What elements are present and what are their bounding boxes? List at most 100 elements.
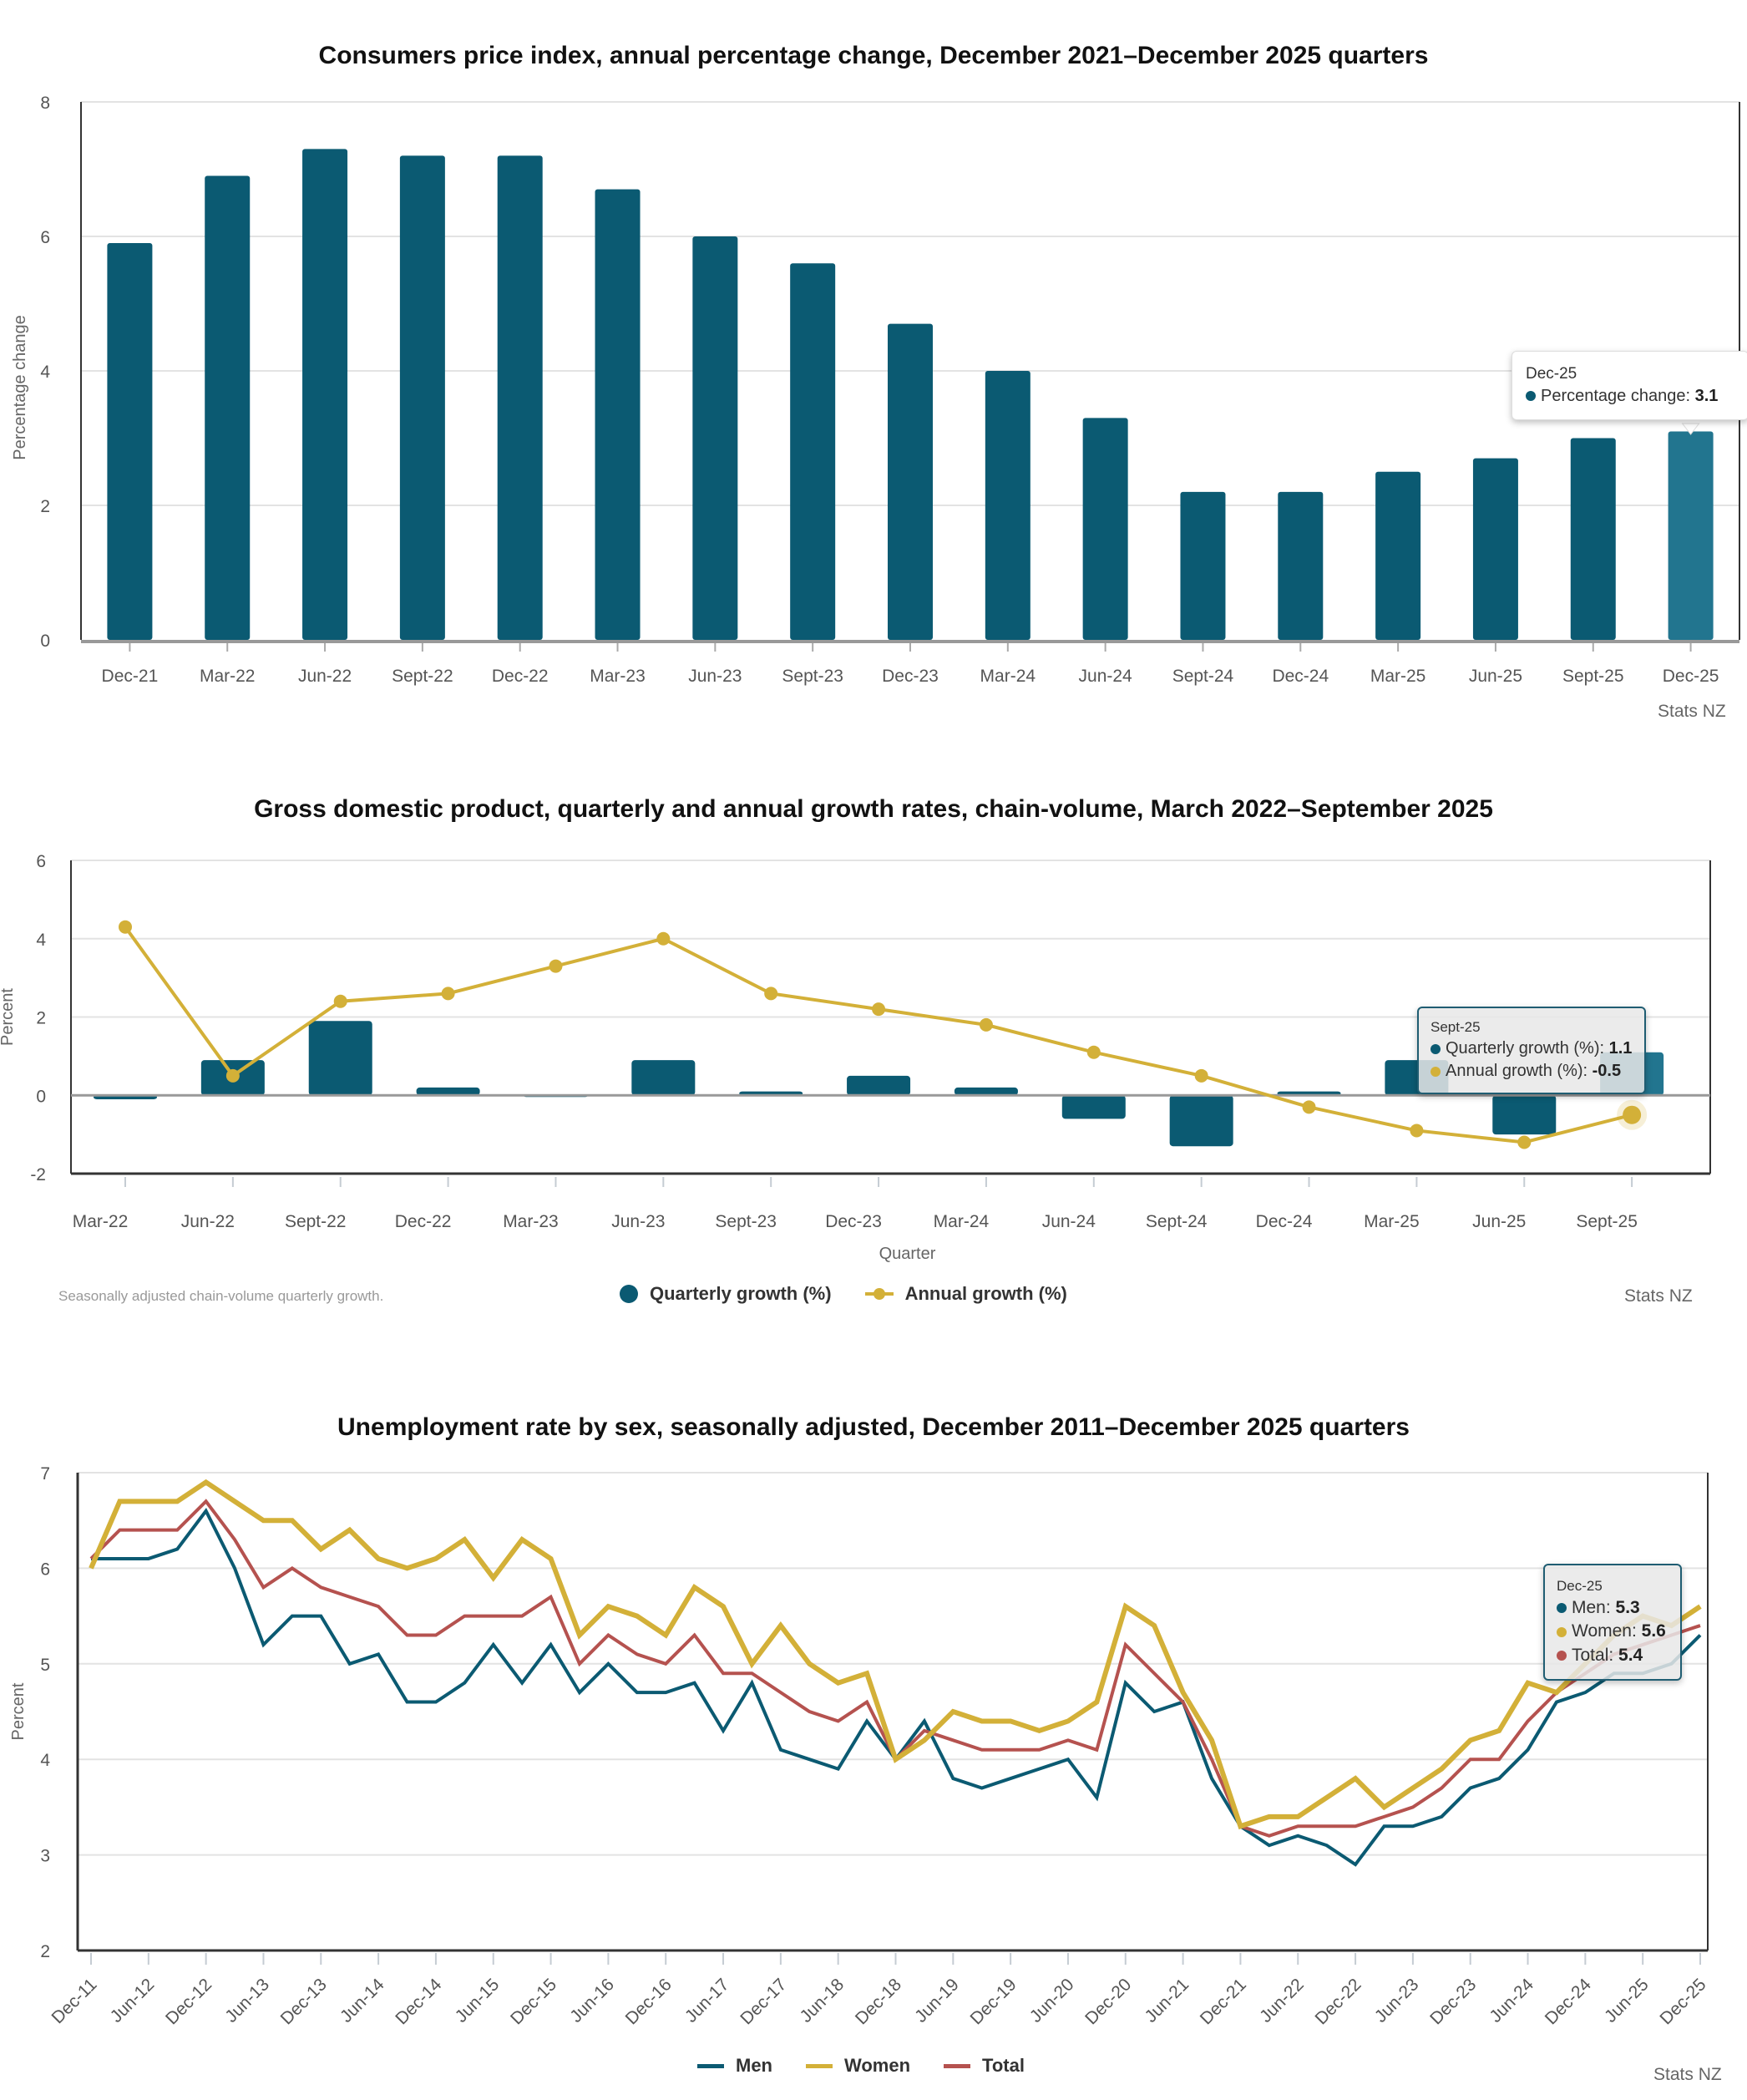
legend-item-total[interactable]: Total xyxy=(944,2055,1025,2077)
bar-Dec-22[interactable] xyxy=(416,1087,480,1096)
bar-Sept-22[interactable] xyxy=(399,155,445,640)
x-tick-label: Dec-24 xyxy=(1542,1975,1595,2028)
bar-Sept-23[interactable] xyxy=(790,263,836,640)
point-Dec-24[interactable] xyxy=(1302,1100,1316,1114)
x-tick-label: Dec-25 xyxy=(1656,1975,1709,2028)
x-tick-label: Mar-25 xyxy=(1364,1212,1420,1231)
y-tick-label: 4 xyxy=(36,931,46,950)
x-tick-label: Sept-22 xyxy=(392,667,453,686)
x-tick-label: Dec-23 xyxy=(1426,1975,1480,2028)
series-dot-icon xyxy=(1557,1626,1567,1637)
series-line-men[interactable] xyxy=(91,1507,1702,1867)
series-line-total[interactable] xyxy=(89,1499,1701,1838)
line-swatch-icon xyxy=(944,2063,971,2068)
x-tick-label: Jun-14 xyxy=(337,1975,388,2026)
bar-Dec-21[interactable] xyxy=(107,243,153,640)
unemployment-credit: Stats NZ xyxy=(1653,2065,1722,2084)
point-Jun-23[interactable] xyxy=(656,931,671,946)
bar-Dec-22[interactable] xyxy=(497,155,543,640)
y-tick-label: 2 xyxy=(40,497,50,516)
cpi-chart: Consumers price index, annual percentage… xyxy=(0,0,1747,752)
x-tick-label: Dec-11 xyxy=(48,1975,101,2027)
point-Mar-24[interactable] xyxy=(979,1017,993,1032)
point-Mar-25[interactable] xyxy=(1410,1124,1424,1138)
y-tick-label: 4 xyxy=(40,1751,50,1770)
legend-item-annual-growth[interactable]: Annual growth (%) xyxy=(864,1283,1067,1305)
y-axis-title: Percent xyxy=(9,1682,28,1740)
bar-Dec-24[interactable] xyxy=(1278,491,1324,640)
bar-Mar-23[interactable] xyxy=(595,189,641,640)
x-tick-label: Jun-19 xyxy=(911,1975,963,2026)
bar-Sept-24[interactable] xyxy=(1180,491,1226,640)
bar-Jun-25[interactable] xyxy=(1492,1095,1557,1135)
x-tick-label: Dec-24 xyxy=(1256,1212,1313,1231)
x-tick-label: Mar-23 xyxy=(590,667,646,686)
x-tick-label: Dec-23 xyxy=(882,667,939,686)
x-tick-label: Dec-16 xyxy=(622,1975,676,2028)
point-Sept-24[interactable] xyxy=(1194,1068,1208,1083)
unemployment-tooltip: Dec-25 Men: 5.3 Women: 5.6 Total: 5.4 xyxy=(1543,1564,1682,1681)
x-tick-label: Sept-22 xyxy=(285,1212,347,1231)
x-tick-label: Jun-15 xyxy=(452,1975,504,2026)
bar-Jun-24[interactable] xyxy=(1082,418,1128,640)
x-tick-label: Jun-22 xyxy=(298,667,352,686)
y-tick-label: 2 xyxy=(40,1942,50,1961)
point-Jun-22[interactable] xyxy=(225,1068,240,1083)
point-Jun-25[interactable] xyxy=(1517,1135,1532,1149)
bar-Sept-22[interactable] xyxy=(308,1021,372,1096)
x-tick-label: Sept-23 xyxy=(782,667,843,686)
gdp-chart: Gross domestic product, quarterly and an… xyxy=(0,752,1747,1353)
x-tick-label: Jun-23 xyxy=(1371,1975,1423,2026)
x-tick-label: Dec-24 xyxy=(1272,667,1329,686)
bar-Jun-24[interactable] xyxy=(1061,1095,1126,1119)
legend-item-quarterly-growth[interactable]: Quarterly growth (%) xyxy=(620,1283,832,1305)
x-tick-label: Dec-15 xyxy=(507,1975,560,2028)
legend-item-men[interactable]: Men xyxy=(697,2055,772,2077)
y-tick-label: 0 xyxy=(36,1087,46,1106)
bar-Mar-22[interactable] xyxy=(205,175,251,641)
point-Sept-22[interactable] xyxy=(333,994,347,1008)
series-dot-icon xyxy=(1431,1066,1441,1077)
bar-Jun-25[interactable] xyxy=(1472,458,1518,640)
bar-Jun-23[interactable] xyxy=(692,236,738,640)
x-tick-label: Jun-18 xyxy=(797,1975,848,2026)
point-Mar-23[interactable] xyxy=(549,959,563,973)
unemployment-chart-title: Unemployment rate by sex, seasonally adj… xyxy=(337,1413,1410,1441)
point-Sept-25[interactable] xyxy=(1623,1105,1642,1124)
legend-item-women[interactable]: Women xyxy=(806,2055,910,2077)
x-tick-label: Sept-25 xyxy=(1562,667,1624,686)
x-tick-label: Jun-21 xyxy=(1141,1975,1193,2026)
y-tick-label: 6 xyxy=(40,1560,50,1579)
series-line-women[interactable] xyxy=(89,1479,1702,1830)
bar-Dec-23[interactable] xyxy=(888,323,933,640)
bar-Jun-23[interactable] xyxy=(631,1060,696,1096)
x-tick-label: Jun-23 xyxy=(688,667,742,686)
bar-Sept-24[interactable] xyxy=(1169,1095,1233,1147)
bar-Mar-24[interactable] xyxy=(985,371,1030,640)
x-tick-label: Jun-12 xyxy=(107,1975,159,2026)
point-Dec-22[interactable] xyxy=(441,987,455,1001)
point-Jun-24[interactable] xyxy=(1086,1045,1101,1059)
x-tick-label: Dec-22 xyxy=(395,1212,452,1231)
cpi-plot[interactable]: 0 2 4 6 8 Dec-21 Mar-22 Jun-22 Sept-22 Dec-22 Mar-… xyxy=(0,0,1747,752)
x-tick-label: Mar-22 xyxy=(73,1212,129,1231)
x-tick-label: Jun-25 xyxy=(1472,1212,1526,1231)
bar-Dec-23[interactable] xyxy=(847,1075,911,1096)
bar-Jun-22[interactable] xyxy=(302,149,348,641)
point-Dec-23[interactable] xyxy=(872,1002,886,1017)
x-tick-label: Jun-24 xyxy=(1042,1212,1096,1231)
y-tick-label: 5 xyxy=(40,1656,50,1675)
x-tick-label: Mar-22 xyxy=(200,667,256,686)
bar-Dec-25[interactable] xyxy=(1668,431,1714,640)
point-Sept-23[interactable] xyxy=(764,987,778,1001)
bar-Mar-24[interactable] xyxy=(954,1087,1018,1096)
x-tick-label: Dec-23 xyxy=(825,1212,882,1231)
x-tick-label: Sept-24 xyxy=(1172,667,1234,686)
bar-Mar-25[interactable] xyxy=(1375,471,1421,640)
point-Mar-22[interactable] xyxy=(119,920,132,934)
x-tick-label: Jun-16 xyxy=(566,1975,618,2026)
gdp-chart-title: Gross domestic product, quarterly and an… xyxy=(254,795,1493,823)
bar-Sept-25[interactable] xyxy=(1570,438,1616,641)
x-tick-label: Jun-22 xyxy=(181,1212,235,1231)
